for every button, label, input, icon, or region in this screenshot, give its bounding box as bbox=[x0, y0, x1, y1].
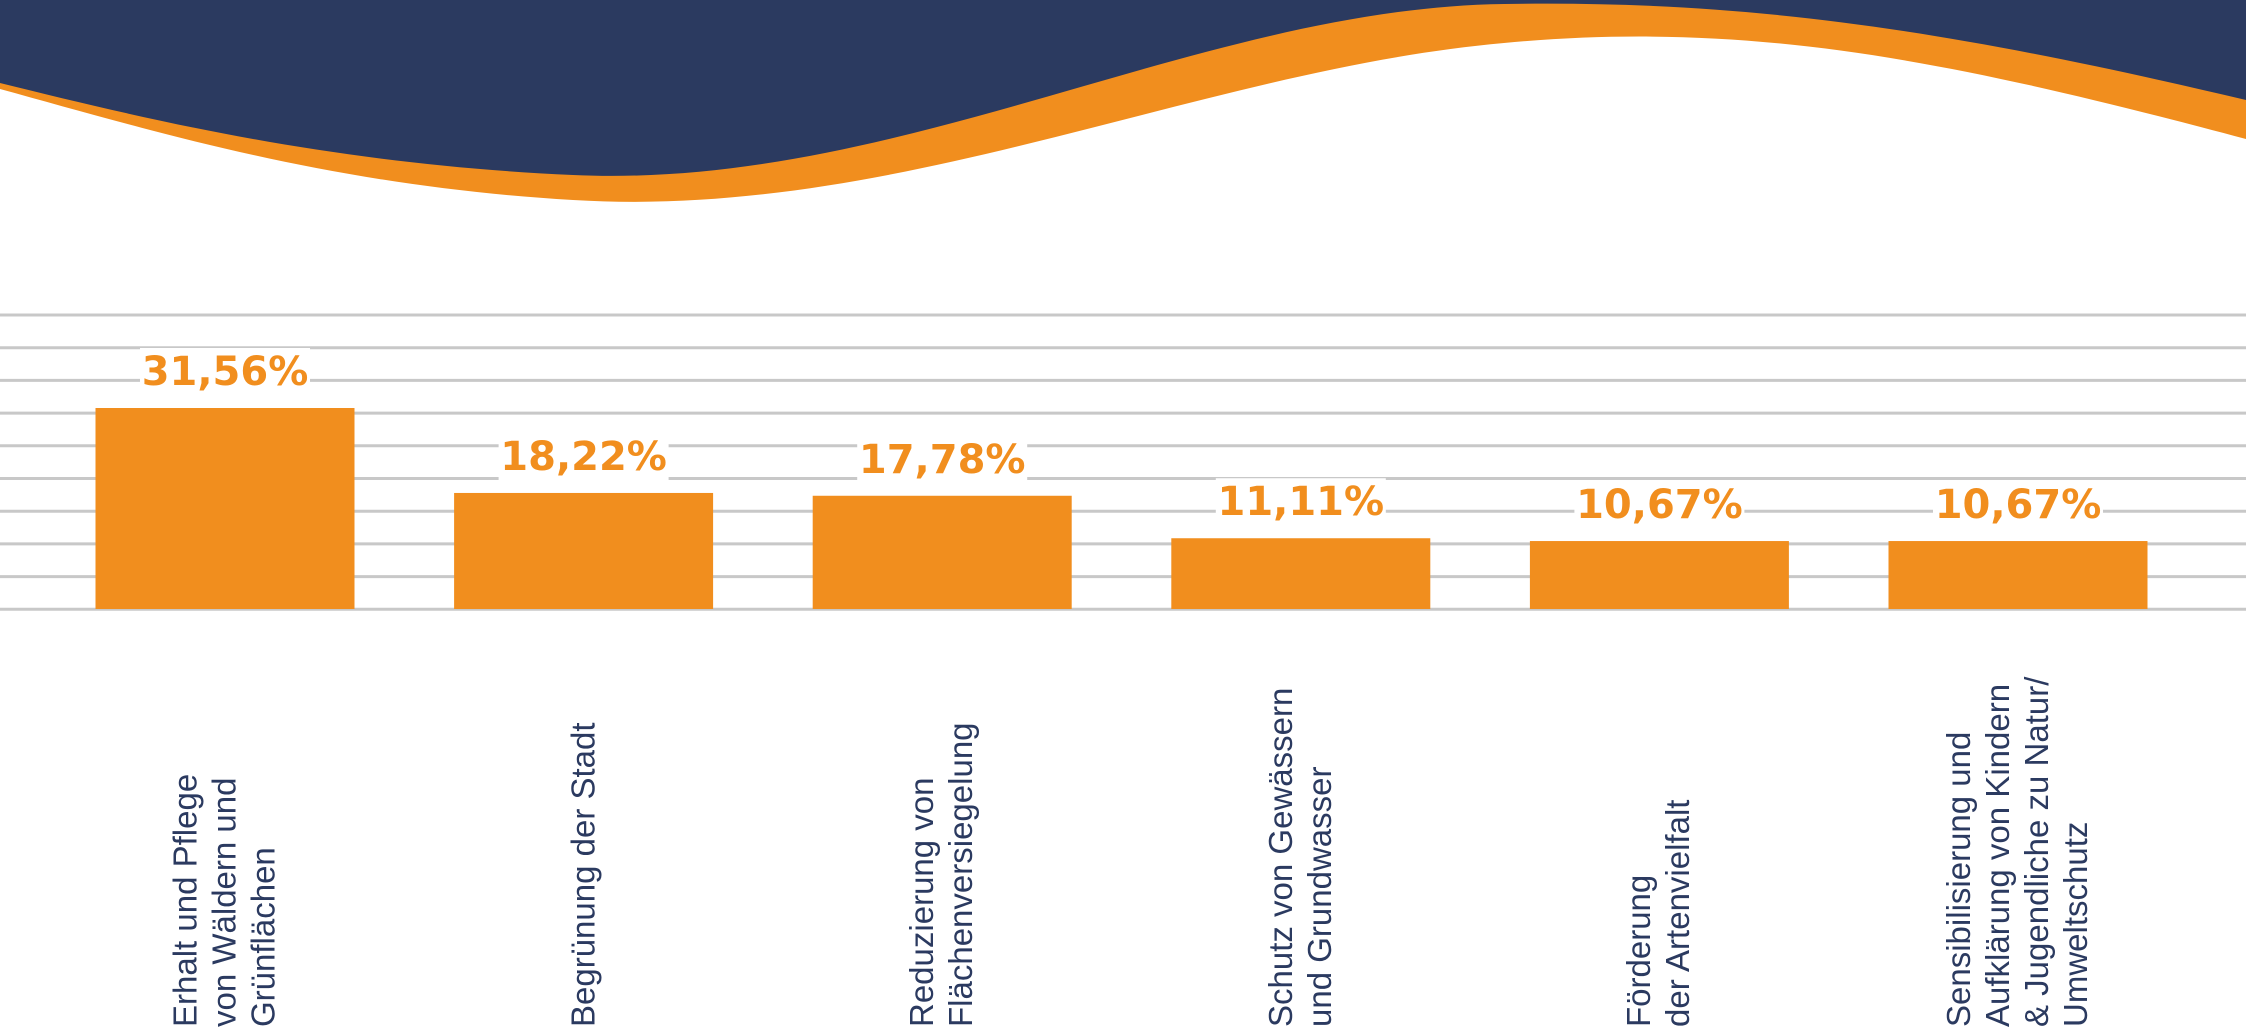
value-label: 31,56% bbox=[142, 349, 309, 395]
category-label: Reduzierung von Flächenversiegelung bbox=[903, 722, 980, 1027]
value-label: 11,11% bbox=[1217, 479, 1384, 525]
value-label-bg bbox=[498, 432, 669, 485]
category-label: Begrünung der Stadt bbox=[564, 722, 602, 1027]
bar bbox=[454, 492, 714, 609]
bar bbox=[1171, 538, 1431, 609]
bar bbox=[1888, 541, 2148, 609]
category-label: Erhalt und Pflege von Wäldern und Grünfl… bbox=[166, 773, 282, 1027]
value-label-bg bbox=[1933, 481, 2103, 534]
value-label-bg bbox=[1215, 478, 1386, 531]
category-label: Förderung der Artenvielfalt bbox=[1620, 799, 1697, 1027]
header-wave-navy bbox=[0, 0, 2246, 176]
category-label: Sensibilisierung und Aufklärung von Kind… bbox=[1940, 676, 2094, 1027]
decorative-lines bbox=[0, 313, 2246, 611]
bar bbox=[95, 408, 355, 609]
plot: 31,56% 18,22% 17,78% 11,11% 10,67% 10,67% bbox=[95, 348, 2148, 609]
value-label: 18,22% bbox=[500, 434, 667, 480]
value-label-bg bbox=[857, 435, 1028, 488]
value-label-bg bbox=[1574, 481, 1745, 534]
value-label: 10,67% bbox=[1576, 482, 1743, 528]
bar bbox=[1529, 541, 1789, 609]
value-label-bg bbox=[140, 348, 310, 400]
value-label: 17,78% bbox=[859, 437, 1026, 483]
category-label: Schutz von Gewässern und Grundwasser bbox=[1261, 687, 1338, 1027]
value-label: 10,67% bbox=[1935, 482, 2102, 528]
bar bbox=[812, 495, 1072, 609]
